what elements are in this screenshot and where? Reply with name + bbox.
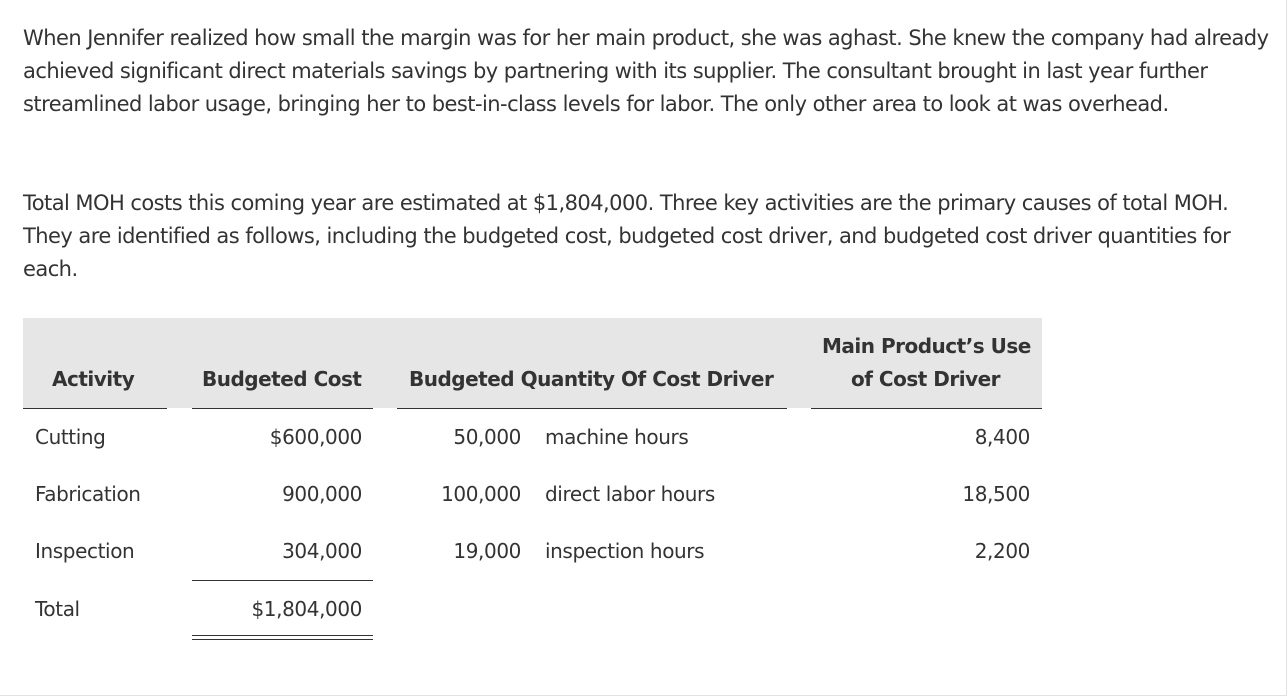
row-driver-cutting: machine hours xyxy=(545,425,689,449)
row-activity-cutting: Cutting xyxy=(35,425,106,449)
row-main-use-inspection: 2,200 xyxy=(974,539,1031,563)
row-main-use-fabrication: 18,500 xyxy=(962,482,1030,506)
header-budgeted-cost: Budgeted Cost xyxy=(202,367,362,391)
row-activity-inspection: Inspection xyxy=(35,539,135,563)
total-double-rule-bottom xyxy=(192,639,373,640)
row-activity-fabrication: Fabrication xyxy=(35,482,141,506)
header-activity: Activity xyxy=(52,367,135,391)
header-main-use-line2: of Cost Driver xyxy=(851,367,1001,391)
header-main-use-line1: Main Product’s Use xyxy=(822,334,1031,358)
row-cost-inspection: 304,000 xyxy=(282,539,362,563)
row-quantity-cutting: 50,000 xyxy=(453,425,521,449)
table-header-background xyxy=(23,318,1042,408)
subtotal-rule xyxy=(192,580,373,581)
row-quantity-inspection: 19,000 xyxy=(453,539,521,563)
moh-paragraph: Total MOH costs this coming year are est… xyxy=(23,191,1231,281)
row-cost-fabrication: 900,000 xyxy=(282,482,362,506)
row-driver-fabrication: direct labor hours xyxy=(545,482,715,506)
header-budgeted-quantity: Budgeted Quantity Of Cost Driver xyxy=(409,367,774,391)
row-driver-inspection: inspection hours xyxy=(545,539,705,563)
intro-paragraph: When Jennifer realized how small the mar… xyxy=(23,26,1269,116)
row-quantity-fabrication: 100,000 xyxy=(441,482,521,506)
row-main-use-cutting: 8,400 xyxy=(974,425,1031,449)
total-label: Total xyxy=(35,597,80,621)
header-underline-cost xyxy=(192,408,373,409)
header-underline-activity xyxy=(23,408,167,409)
header-underline-quantity xyxy=(397,408,787,409)
total-cost: $1,804,000 xyxy=(251,597,362,621)
row-cost-cutting: $600,000 xyxy=(269,425,363,449)
total-double-rule-top xyxy=(192,635,373,636)
header-underline-main-use xyxy=(811,408,1042,409)
